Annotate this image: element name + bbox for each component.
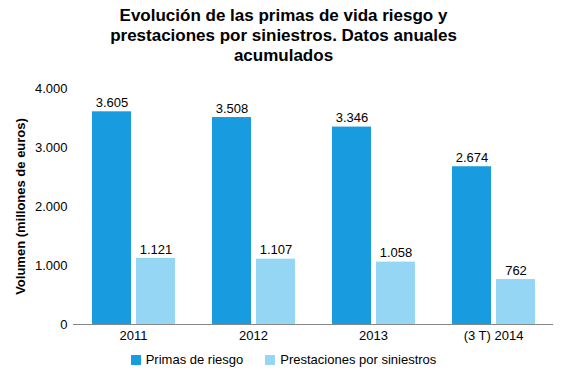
svg-text:1.000: 1.000 [35, 258, 68, 273]
svg-text:2.000: 2.000 [35, 199, 68, 214]
svg-text:Volumen (millones de euros): Volumen (millones de euros) [13, 118, 28, 295]
svg-text:4.000: 4.000 [35, 81, 68, 96]
html-text:Primas de riesgo: Primas de riesgo [145, 352, 244, 367]
svg-text:2.674: 2.674 [456, 150, 489, 165]
svg-text:3.000: 3.000 [35, 140, 68, 155]
svg-text:2013: 2013 [359, 328, 388, 343]
svg-text:(3 T) 2014: (3 T) 2014 [464, 328, 524, 343]
svg-text:762: 762 [505, 263, 527, 278]
svg-text:3.605: 3.605 [96, 95, 129, 110]
html-text:Prestaciones por siniestros: Prestaciones por siniestros [280, 352, 437, 367]
svg-text:2011: 2011 [120, 328, 148, 343]
svg-text:0: 0 [60, 317, 67, 332]
svg-text:1.107: 1.107 [260, 242, 293, 257]
svg-text:3.508: 3.508 [216, 101, 249, 116]
html-text:Evolución de las primas de vid: Evolución de las primas de vida riesgo y… [110, 6, 457, 65]
svg-text:2012: 2012 [239, 328, 268, 343]
svg-text:3.346: 3.346 [336, 110, 369, 125]
svg-text:1.121: 1.121 [140, 242, 173, 257]
svg-text:1.058: 1.058 [380, 245, 413, 260]
